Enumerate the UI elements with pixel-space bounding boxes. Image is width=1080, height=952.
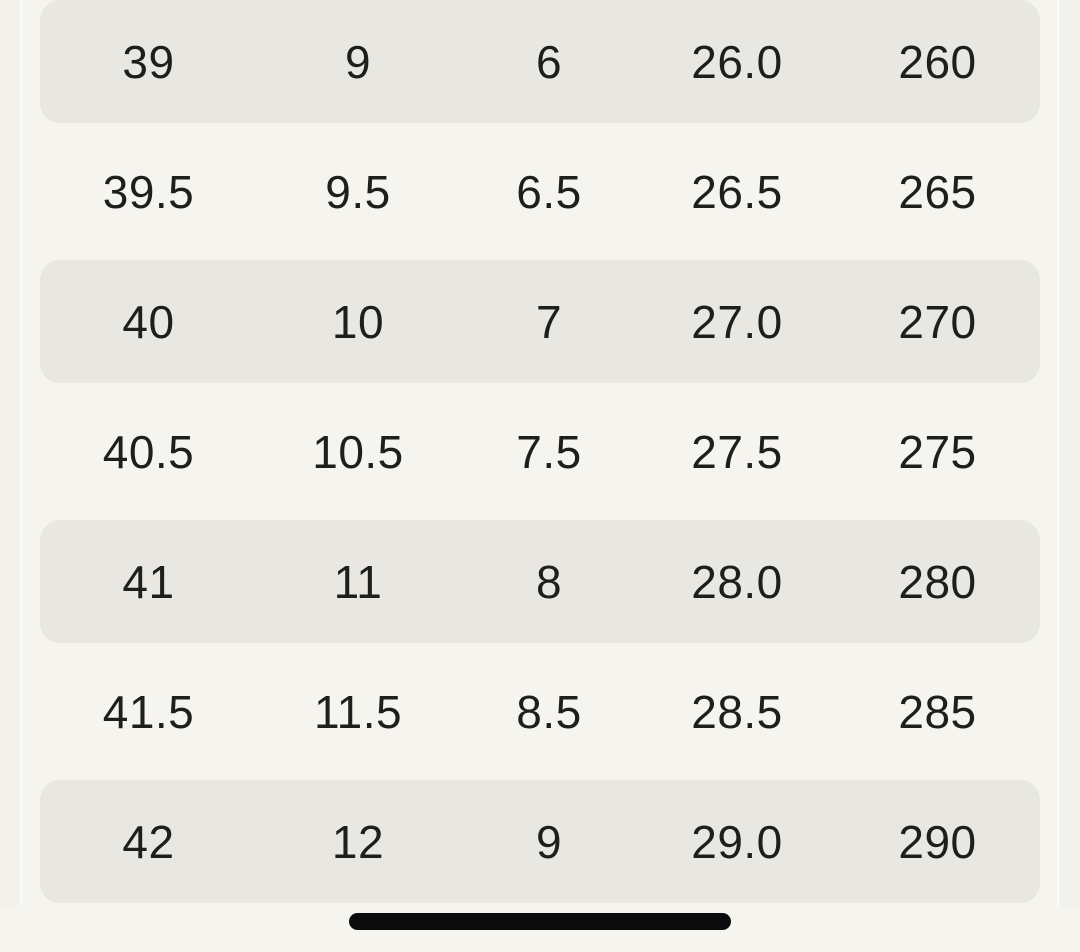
table-cell: 26.5 [691,165,783,218]
table-cell: 8.5 [516,685,582,738]
table-cell: 260 [898,35,977,88]
home-indicator[interactable] [349,913,731,930]
table-cell: 9 [535,815,563,868]
left-margin [0,0,20,906]
table-cell: 9 [344,35,372,88]
table-cell: 27.0 [691,295,783,348]
table-cell: 40.5 [102,425,195,478]
table-cell: 270 [898,295,977,348]
table-cell: 28.0 [691,555,783,608]
table-row: 40.5 10.5 7.5 27.5 275 [40,390,1040,513]
table-cell: 6 [535,35,563,88]
table-cell: 10.5 [312,425,404,478]
table-cell: 39.5 [102,165,195,218]
table-cell: 280 [898,555,977,608]
table-row: 39 9 6 26.0 260 [40,0,1040,123]
table-cell: 41 [122,555,175,608]
table-cell: 42 [122,815,175,868]
table-cell: 6.5 [516,165,582,218]
table-cell: 290 [898,815,977,868]
table-cell: 40 [122,295,175,348]
table-cell: 285 [898,685,977,738]
right-margin [1059,0,1080,906]
size-table[interactable]: 39 9 6 26.0 260 39.5 9.5 6.5 26.5 265 40 10 7 27.0 2… [40,0,1040,910]
table-row: 39.5 9.5 6.5 26.5 265 [40,130,1040,253]
table-cell: 8 [535,555,563,608]
table-cell: 275 [898,425,977,478]
card-edge-left-line [20,0,22,906]
table-cell: 11 [333,555,383,608]
table-cell: 28.5 [691,685,783,738]
table-cell: 12 [331,815,385,868]
table-cell: 39 [122,35,175,88]
table-cell: 41.5 [102,685,195,738]
table-cell: 26.0 [691,35,783,88]
table-row: 40 10 7 27.0 270 [40,260,1040,383]
table-cell: 265 [898,165,977,218]
table-row: 42 12 9 29.0 290 [40,780,1040,903]
table-row: 41.5 11.5 8.5 28.5 285 [40,650,1040,773]
table-cell: 7.5 [516,425,582,478]
table-cell: 10 [331,295,385,348]
table-cell: 9.5 [325,165,391,218]
table-row: 41 11 8 28.0 280 [40,520,1040,643]
table-cell: 27.5 [691,425,783,478]
table-cell: 7 [535,295,563,348]
card-edge-right-line [1057,0,1059,906]
table-cell: 11.5 [313,685,403,738]
table-cell: 29.0 [691,815,783,868]
